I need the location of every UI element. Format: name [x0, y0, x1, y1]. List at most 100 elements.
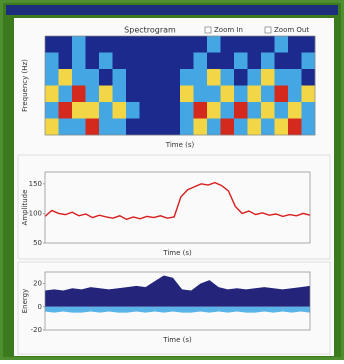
heat-cell [139, 69, 154, 86]
heat-cell [85, 85, 100, 103]
heat-cell [180, 52, 194, 70]
heat-cell [193, 36, 208, 53]
heat-cell [166, 69, 181, 86]
heat-cell [58, 85, 73, 103]
heat-cell [220, 85, 235, 103]
heat-cell [301, 102, 316, 119]
y-axis-label: Energy [21, 289, 29, 314]
heat-cell [72, 69, 86, 86]
y-tick-label: -20 [31, 326, 42, 334]
heat-cell [112, 69, 127, 86]
heat-cell [274, 36, 289, 53]
heat-cell [234, 36, 248, 53]
heat-cell [207, 36, 221, 53]
heat-cell [153, 69, 167, 86]
heat-cell [274, 118, 289, 136]
heat-cell [261, 69, 275, 86]
heat-cell [85, 102, 100, 119]
heat-cell [193, 52, 208, 70]
heat-cell [207, 52, 221, 70]
heat-cell [180, 36, 194, 53]
area [45, 306, 310, 313]
heat-cell [288, 118, 302, 136]
heat-cell [301, 36, 316, 53]
y-tick-label: 0 [38, 303, 42, 311]
heat-cell [126, 69, 140, 86]
heat-cell [126, 52, 140, 70]
heat-cell [99, 102, 113, 119]
heat-cell [261, 36, 275, 53]
heat-cell [247, 85, 262, 103]
heat-cell [99, 52, 113, 70]
plot-frame [44, 35, 316, 136]
heat-cell [288, 52, 302, 70]
heat-cell [45, 69, 59, 86]
heat-cell [58, 69, 73, 86]
y-tick-label: 50 [33, 239, 42, 247]
heat-cell [153, 36, 167, 53]
heat-cell [288, 69, 302, 86]
line [44, 181, 311, 221]
heat-cell [166, 85, 181, 103]
plot-frame [44, 271, 311, 331]
heat-cell [207, 69, 221, 86]
heat-cell [180, 118, 194, 136]
heat-cell [139, 118, 154, 136]
heat-cell [261, 52, 275, 70]
heat-cell [72, 85, 86, 103]
checkbox[interactable] [264, 26, 272, 34]
panel-frame [17, 154, 331, 260]
heat-cell [72, 36, 86, 53]
heat-cell [58, 118, 73, 136]
heat-cell [58, 36, 73, 53]
checkbox-label: Zoom Out [274, 26, 309, 34]
heat-cell [99, 118, 113, 136]
heat-cell [274, 52, 289, 70]
heat-cell [153, 52, 167, 70]
heat-cell [45, 102, 59, 119]
heat-cell [288, 102, 302, 119]
heat-cell [166, 52, 181, 70]
heat-cell [234, 102, 248, 119]
heat-cell [301, 69, 316, 86]
heat-cell [85, 69, 100, 86]
y-tick-label: 20 [33, 280, 42, 288]
y-tick-label: 150 [29, 180, 42, 188]
heat-cell [274, 102, 289, 119]
heat-cell [207, 118, 221, 136]
heat-cell [112, 102, 127, 119]
heat-cell [220, 118, 235, 136]
plot-frame [44, 171, 311, 244]
heat-cell [139, 85, 154, 103]
x-axis-label: Time (s) [162, 249, 192, 257]
heat-cell [288, 36, 302, 53]
heat-cell [139, 102, 154, 119]
checkbox[interactable] [204, 26, 212, 34]
heat-cell [58, 102, 73, 119]
heat-cell [126, 102, 140, 119]
heat-cell [45, 118, 59, 136]
heat-cell [247, 52, 262, 70]
heat-cell [261, 118, 275, 136]
y-axis-label: Frequency (Hz) [21, 59, 29, 112]
y-axis-label: Amplitude [21, 190, 29, 226]
heat-cell [85, 118, 100, 136]
heat-cell [126, 118, 140, 136]
heat-cell [234, 52, 248, 70]
heat-cell [45, 36, 59, 53]
x-axis-label: Time (s) [165, 141, 195, 149]
heat-cell [99, 69, 113, 86]
heat-cell [72, 118, 86, 136]
heat-cell [288, 85, 302, 103]
heat-cell [166, 102, 181, 119]
heat-cell [153, 118, 167, 136]
y-tick-label: 100 [29, 209, 42, 217]
heat-cell [112, 52, 127, 70]
heat-cell [99, 36, 113, 53]
heat-cell [99, 85, 113, 103]
heat-cell [139, 36, 154, 53]
heat-cell [126, 36, 140, 53]
heat-cell [207, 102, 221, 119]
heat-cell [261, 85, 275, 103]
